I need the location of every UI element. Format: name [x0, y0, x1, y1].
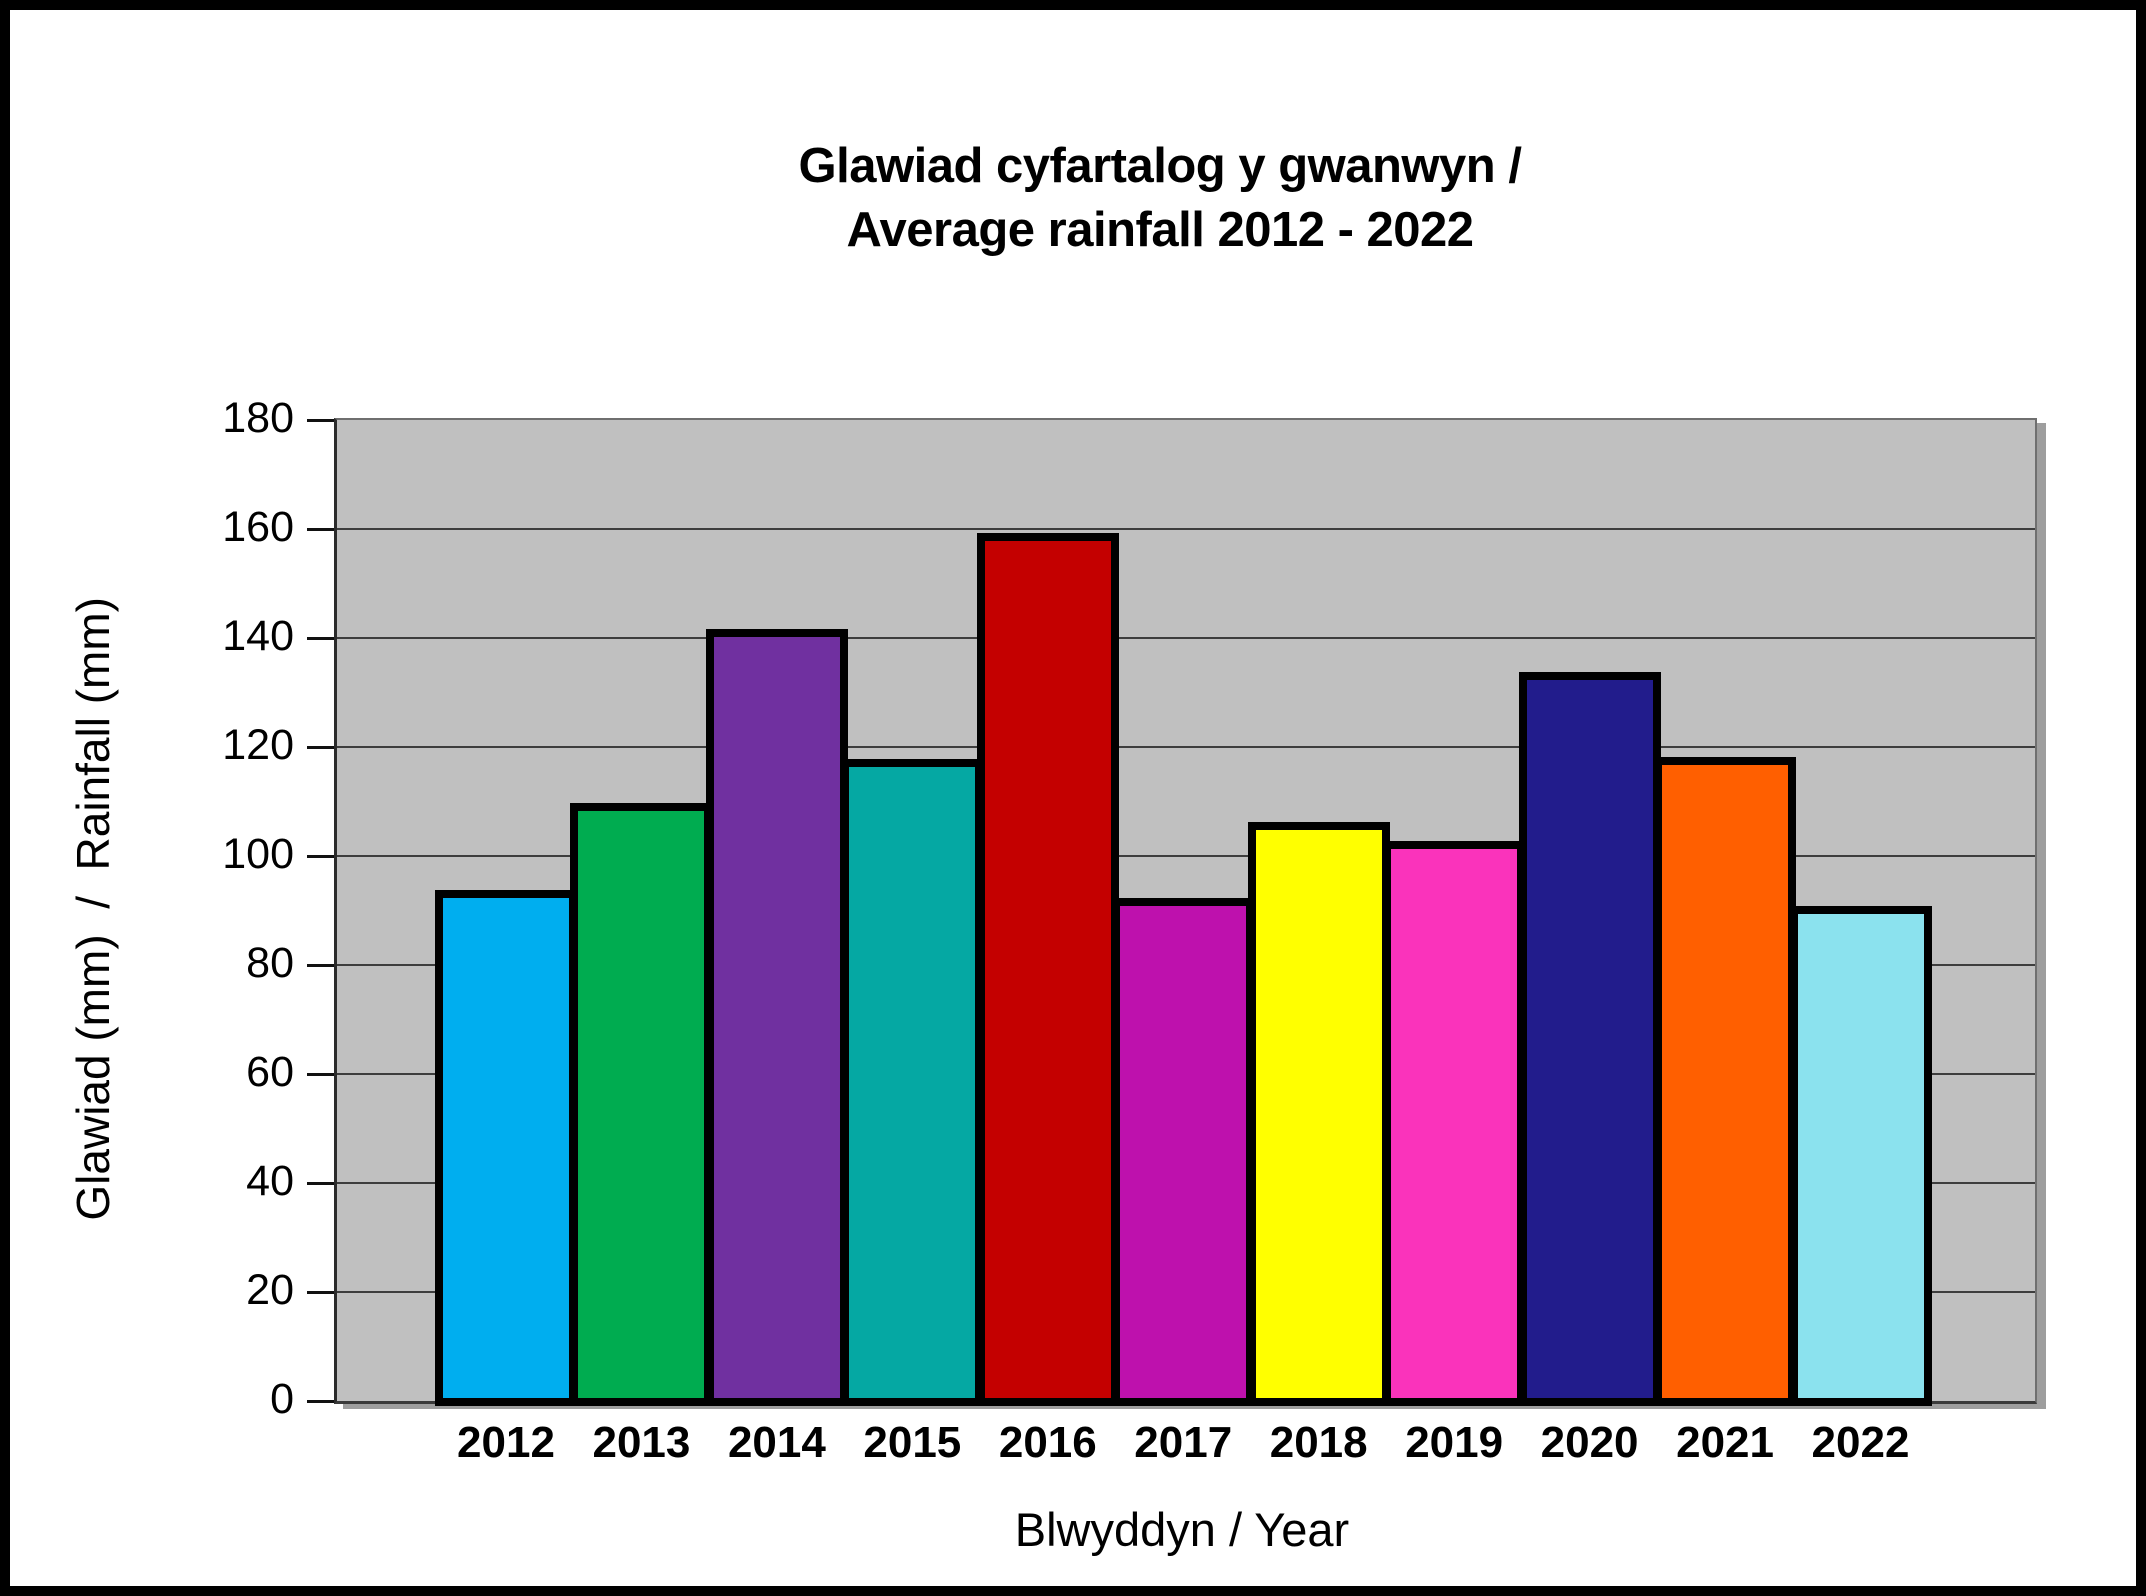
- x-tick-label-2015: 2015: [863, 1418, 962, 1467]
- y-tick-label-0: 0: [270, 1375, 294, 1423]
- y-tick-label-160: 160: [222, 503, 294, 551]
- x-axis-tick-labels: 2012 2013 2014 2015 2016 2017 2018 2019 2020 2021…: [337, 1418, 2030, 1478]
- y-tick-label-120: 120: [222, 721, 294, 769]
- y-tick-160: [307, 527, 334, 531]
- gridline-140: [337, 637, 2035, 639]
- y-tick-label-20: 20: [246, 1266, 294, 1314]
- chart-title-line1: Glawiad cyfartalog y gwanwyn /: [798, 139, 1522, 193]
- bar-2016: [976, 533, 1119, 1406]
- y-tick-label-100: 100: [222, 830, 294, 878]
- x-tick-label-2014: 2014: [727, 1418, 826, 1467]
- y-tick-label-60: 60: [246, 1048, 294, 1096]
- bar-2021: [1654, 757, 1797, 1406]
- y-tick-label-140: 140: [222, 612, 294, 660]
- x-tick-label-2020: 2020: [1540, 1418, 1639, 1467]
- y-tick-label-80: 80: [246, 939, 294, 987]
- y-tick-label-40: 40: [246, 1157, 294, 1205]
- y-tick-180: [307, 418, 334, 422]
- bar-2017: [1112, 898, 1255, 1406]
- x-tick-label-2012: 2012: [457, 1418, 555, 1467]
- plot-area: [307, 418, 2037, 1406]
- y-tick-60: [307, 1072, 334, 1076]
- x-tick-label-2017: 2017: [1134, 1418, 1233, 1467]
- bar-2013: [570, 803, 713, 1406]
- gridline-100: [337, 855, 2035, 857]
- y-tick-40: [307, 1181, 334, 1185]
- y-axis-title: Glawiad (mm) / Rainfall (mm): [67, 596, 119, 1221]
- y-tick-120: [307, 745, 334, 749]
- y-tick-label-180: 180: [222, 394, 294, 442]
- gridline-160: [337, 528, 2035, 530]
- chart-title: Glawiad cyfartalog y gwanwyn / Average r…: [334, 134, 1986, 262]
- y-tick-100: [307, 854, 334, 858]
- x-tick-label-2022: 2022: [1811, 1418, 1910, 1467]
- bar-2014: [705, 629, 848, 1406]
- bar-2020: [1518, 672, 1661, 1406]
- bar-2019: [1383, 841, 1526, 1406]
- x-tick-label-2018: 2018: [1269, 1418, 1368, 1467]
- bar-2022: [1789, 906, 1932, 1406]
- bar-2015: [841, 759, 984, 1406]
- y-tick-20: [307, 1290, 334, 1294]
- y-tick-0: [307, 1399, 334, 1403]
- gridline-120: [337, 746, 2035, 748]
- bar-2018: [1247, 822, 1390, 1406]
- y-tick-80: [307, 963, 334, 967]
- y-tick-140: [307, 636, 334, 640]
- x-tick-label-2021: 2021: [1676, 1418, 1774, 1467]
- x-tick-label-2016: 2016: [998, 1418, 1097, 1467]
- x-axis-title: Blwyddyn / Year: [1014, 1503, 1350, 1556]
- x-tick-label-2019: 2019: [1405, 1418, 1504, 1467]
- x-tick-label-2013: 2013: [592, 1418, 691, 1467]
- chart-title-line2: Average rainfall 2012 - 2022: [846, 203, 1474, 257]
- bar-2012: [435, 890, 577, 1406]
